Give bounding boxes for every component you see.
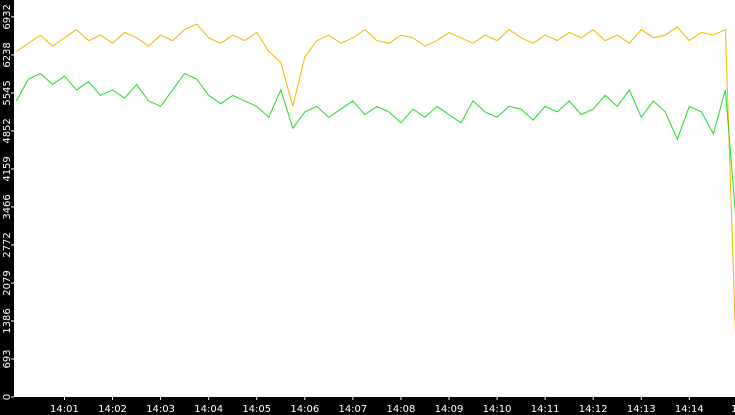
x-tick-label: 14:12 — [579, 404, 608, 415]
plot-area — [14, 0, 735, 397]
x-tick-label: 14:02 — [98, 404, 127, 415]
x-tick-label: 14:14 — [675, 404, 704, 415]
y-tick-label: 6932 — [2, 4, 13, 29]
y-tick-label: 4159 — [2, 156, 13, 181]
series-line — [16, 23, 735, 335]
x-tick-label: 14:09 — [435, 404, 464, 415]
y-tick-label: 1386 — [2, 308, 13, 333]
x-tick-label: 14:07 — [338, 404, 367, 415]
y-tick-label: 6238 — [2, 42, 13, 67]
x-tick-label: 14:11 — [531, 404, 560, 415]
x-tick-label: 14:01 — [50, 404, 79, 415]
y-tick-label: 2772 — [2, 232, 13, 257]
y-tick-label: 4852 — [2, 118, 13, 143]
x-tick-label: 14 — [731, 404, 735, 415]
x-tick-label: 14:05 — [242, 404, 271, 415]
x-tick-label: 14:13 — [627, 404, 656, 415]
x-tick-label: 14:04 — [194, 404, 223, 415]
y-tick-label: 2079 — [2, 270, 13, 295]
y-tick-label: 5545 — [2, 80, 13, 105]
x-tick-label: 14:10 — [483, 404, 512, 415]
x-tick-label: 14:06 — [290, 404, 319, 415]
y-tick-label: 693 — [2, 349, 13, 368]
x-tick-label: 14:03 — [146, 404, 175, 415]
y-tick-label: 3466 — [2, 194, 13, 219]
x-tick-label: 14:08 — [387, 404, 416, 415]
series-line — [15, 72, 735, 215]
y-tick-label: 0 — [2, 394, 13, 400]
